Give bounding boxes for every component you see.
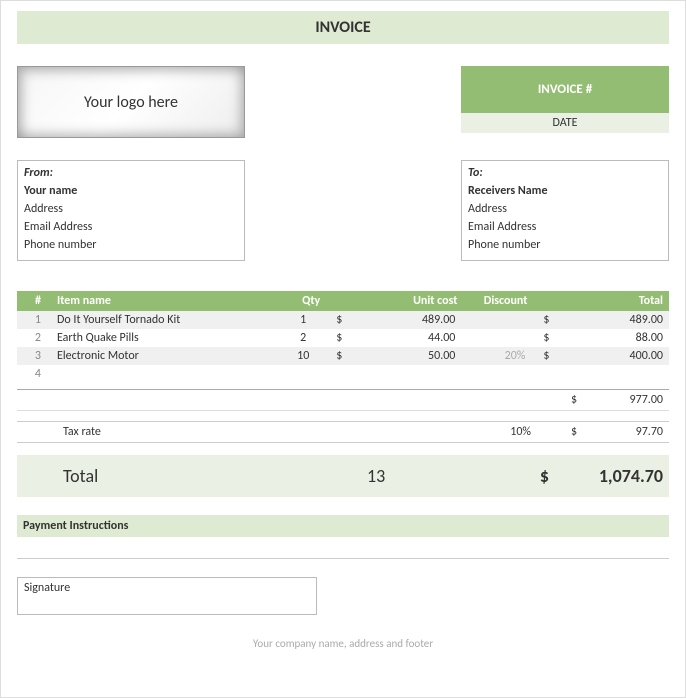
row-unit: 489.00 — [348, 311, 463, 329]
total-amount: 1,074.70 — [549, 465, 669, 487]
row-total: 88.00 — [578, 329, 669, 347]
signature-label: Signature — [24, 581, 70, 595]
from-label: From: — [24, 164, 238, 182]
invoice-info: INVOICE # DATE — [461, 66, 669, 138]
items-table: # Item name Qty Unit cost Discount Total… — [17, 291, 669, 383]
total-label: Total — [17, 465, 359, 487]
row-total — [578, 365, 669, 383]
payment-section: Payment Instructions — [17, 515, 669, 559]
tax-amount: 97.70 — [599, 425, 669, 439]
row-discount — [463, 311, 533, 329]
row-total-cur — [533, 365, 577, 383]
row-total: 489.00 — [578, 311, 669, 329]
row-unit-cur — [326, 365, 348, 383]
row-item: Electronic Motor — [51, 347, 280, 365]
row-unit-cur: $ — [326, 311, 348, 329]
signature-box: Signature — [17, 577, 317, 615]
row-total-cur: $ — [533, 311, 577, 329]
subtotal-cur: $ — [571, 393, 599, 407]
row-num: 2 — [17, 329, 51, 347]
to-phone: Phone number — [468, 236, 662, 254]
row-total: 400.00 — [578, 347, 669, 365]
row-unit — [348, 365, 463, 383]
tax-label: Tax rate — [17, 425, 441, 439]
payment-body — [17, 537, 669, 559]
from-address-box: From: Your name Address Email Address Ph… — [17, 160, 245, 261]
addresses: From: Your name Address Email Address Ph… — [17, 160, 669, 261]
table-row: 4 — [17, 365, 669, 383]
row-total-cur: $ — [533, 347, 577, 365]
col-total: Total — [533, 291, 669, 311]
col-discount: Discount — [463, 291, 533, 311]
payment-label: Payment Instructions — [17, 515, 669, 537]
from-name: Your name — [24, 182, 238, 200]
row-unit-cur: $ — [326, 329, 348, 347]
col-num: # — [17, 291, 51, 311]
top-row: Your logo here INVOICE # DATE — [17, 66, 669, 138]
to-address-box: To: Receivers Name Address Email Address… — [461, 160, 669, 261]
tax-row: Tax rate 10% $ 97.70 — [17, 422, 669, 442]
subtotal-row: $ 977.00 — [17, 389, 669, 411]
to-email: Email Address — [468, 218, 662, 236]
row-qty: 2 — [280, 329, 326, 347]
page-title: INVOICE — [17, 11, 669, 44]
table-row: 1 Do It Yourself Tornado Kit 1 $ 489.00 … — [17, 311, 669, 329]
to-name: Receivers Name — [468, 182, 662, 200]
row-unit: 50.00 — [348, 347, 463, 365]
tax-cur: $ — [571, 425, 599, 439]
to-address: Address — [468, 200, 662, 218]
to-label: To: — [468, 164, 662, 182]
summary: $ 977.00 Tax rate 10% $ 97.70 Total 13 $… — [17, 389, 669, 497]
table-row: 2 Earth Quake Pills 2 $ 44.00 $ 88.00 — [17, 329, 669, 347]
tax-rate: 10% — [441, 425, 571, 439]
row-item: Do It Yourself Tornado Kit — [51, 311, 280, 329]
row-discount — [463, 365, 533, 383]
row-item: Earth Quake Pills — [51, 329, 280, 347]
row-unit-cur: $ — [326, 347, 348, 365]
total-cur: $ — [489, 465, 549, 487]
row-discount: 20% — [463, 347, 533, 365]
from-phone: Phone number — [24, 236, 238, 254]
row-qty: 10 — [280, 347, 326, 365]
row-num: 4 — [17, 365, 51, 383]
subtotal-amount: 977.00 — [599, 393, 669, 407]
total-qty: 13 — [359, 465, 489, 487]
table-row: 3 Electronic Motor 10 $ 50.00 20% $ 400.… — [17, 347, 669, 365]
col-unit: Unit cost — [326, 291, 463, 311]
col-qty: Qty — [280, 291, 326, 311]
row-qty — [280, 365, 326, 383]
row-discount — [463, 329, 533, 347]
table-header-row: # Item name Qty Unit cost Discount Total — [17, 291, 669, 311]
col-item: Item name — [51, 291, 280, 311]
from-address: Address — [24, 200, 238, 218]
row-unit: 44.00 — [348, 329, 463, 347]
from-email: Email Address — [24, 218, 238, 236]
footer-text: Your company name, address and footer — [17, 637, 669, 650]
invoice-number-label: INVOICE # — [461, 66, 669, 113]
row-total-cur: $ — [533, 329, 577, 347]
grand-total-row: Total 13 $ 1,074.70 — [17, 455, 669, 497]
invoice-page: INVOICE Your logo here INVOICE # DATE Fr… — [0, 0, 686, 698]
row-num: 1 — [17, 311, 51, 329]
row-item — [51, 365, 280, 383]
row-num: 3 — [17, 347, 51, 365]
invoice-date-label: DATE — [461, 113, 669, 133]
logo-placeholder: Your logo here — [17, 66, 245, 138]
row-qty: 1 — [280, 311, 326, 329]
